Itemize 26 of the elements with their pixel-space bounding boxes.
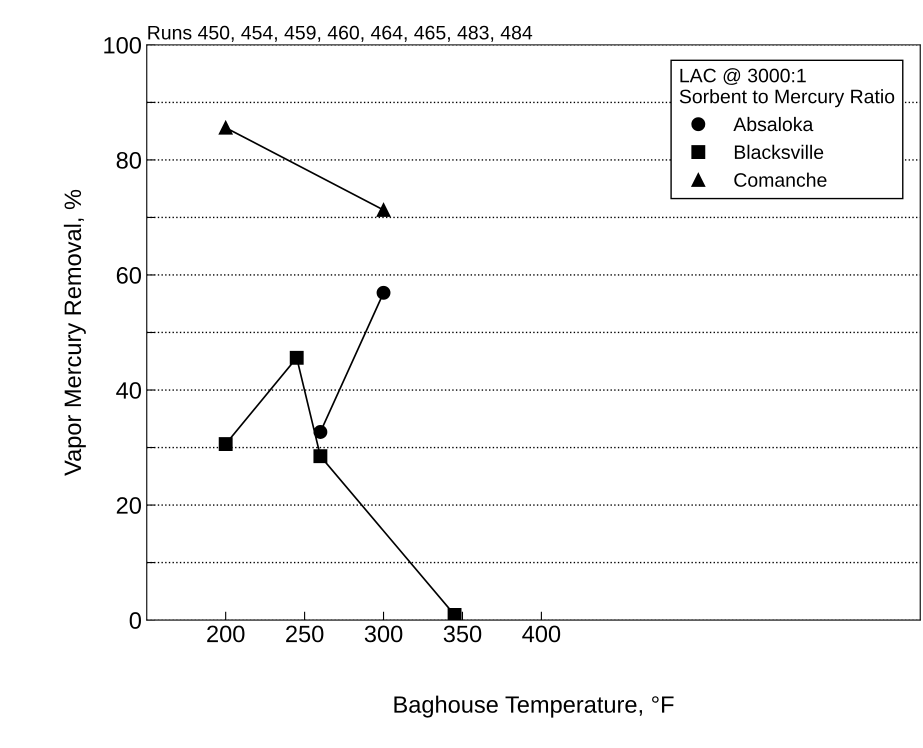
legend-label: Absaloka <box>733 116 814 132</box>
x-tick-label: 200 <box>207 626 244 642</box>
point <box>376 203 390 217</box>
y-tick-label: 60 <box>116 267 141 284</box>
y-tick-label: 40 <box>116 382 141 399</box>
x-tick-label: 300 <box>364 626 402 642</box>
legend-label: Blacksville <box>734 144 824 160</box>
y-tick-label: 80 <box>116 152 141 169</box>
chart-title: Runs 450, 454, 459, 460, 464, 465, 483, 484 <box>148 26 532 42</box>
x-axis-title: Baghouse Temperature, °F <box>394 696 674 718</box>
point <box>313 425 328 439</box>
point <box>218 437 233 452</box>
y-tick-label: 0 <box>130 612 141 629</box>
point <box>218 120 233 135</box>
point <box>448 608 462 620</box>
y-axis-title: Vapor Mercury Removal, % <box>64 190 86 476</box>
y-tick-label: 20 <box>116 497 141 514</box>
x-tick-label: 350 <box>444 626 482 642</box>
y-tick-label: 100 <box>104 36 141 54</box>
point <box>313 449 328 464</box>
point <box>290 350 304 365</box>
legend-label: Comanche <box>734 172 826 187</box>
x-tick-label: 400 <box>522 626 560 642</box>
x-tick-label: 250 <box>286 626 324 642</box>
point <box>376 286 390 300</box>
legend-title: LAC @ 3000:1 Sorbent to Mercury Ratio <box>680 68 894 108</box>
